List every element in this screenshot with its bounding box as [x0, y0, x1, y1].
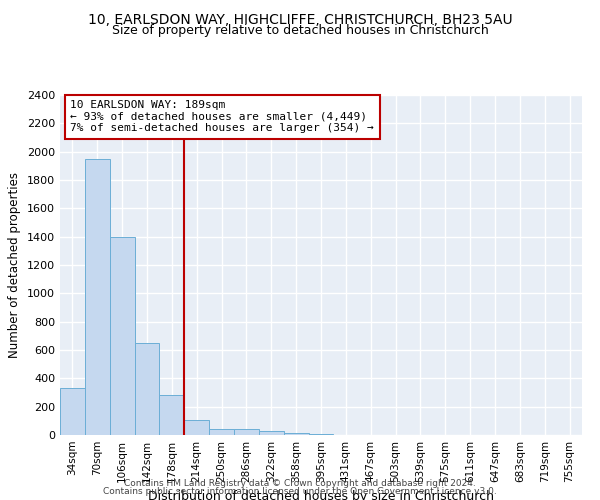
Bar: [110, 236, 134, 435]
Bar: [160, 396, 184, 435]
Bar: [284, 433, 308, 435]
Bar: [308, 434, 334, 435]
Bar: [259, 432, 284, 435]
Bar: [134, 343, 160, 435]
Text: 10 EARLSDON WAY: 189sqm
← 93% of detached houses are smaller (4,449)
7% of semi-: 10 EARLSDON WAY: 189sqm ← 93% of detache…: [70, 100, 374, 134]
Text: Size of property relative to detached houses in Christchurch: Size of property relative to detached ho…: [112, 24, 488, 37]
Bar: [209, 428, 234, 435]
Bar: [234, 430, 259, 435]
Text: 10, EARLSDON WAY, HIGHCLIFFE, CHRISTCHURCH, BH23 5AU: 10, EARLSDON WAY, HIGHCLIFFE, CHRISTCHUR…: [88, 12, 512, 26]
Bar: [60, 388, 85, 435]
Bar: [184, 420, 209, 435]
Bar: [85, 159, 110, 435]
X-axis label: Distribution of detached houses by size in Christchurch: Distribution of detached houses by size …: [148, 490, 494, 500]
Text: Contains HM Land Registry data © Crown copyright and database right 2024.: Contains HM Land Registry data © Crown c…: [124, 478, 476, 488]
Text: Contains public sector information licensed under the Open Government Licence v3: Contains public sector information licen…: [103, 487, 497, 496]
Y-axis label: Number of detached properties: Number of detached properties: [8, 172, 22, 358]
